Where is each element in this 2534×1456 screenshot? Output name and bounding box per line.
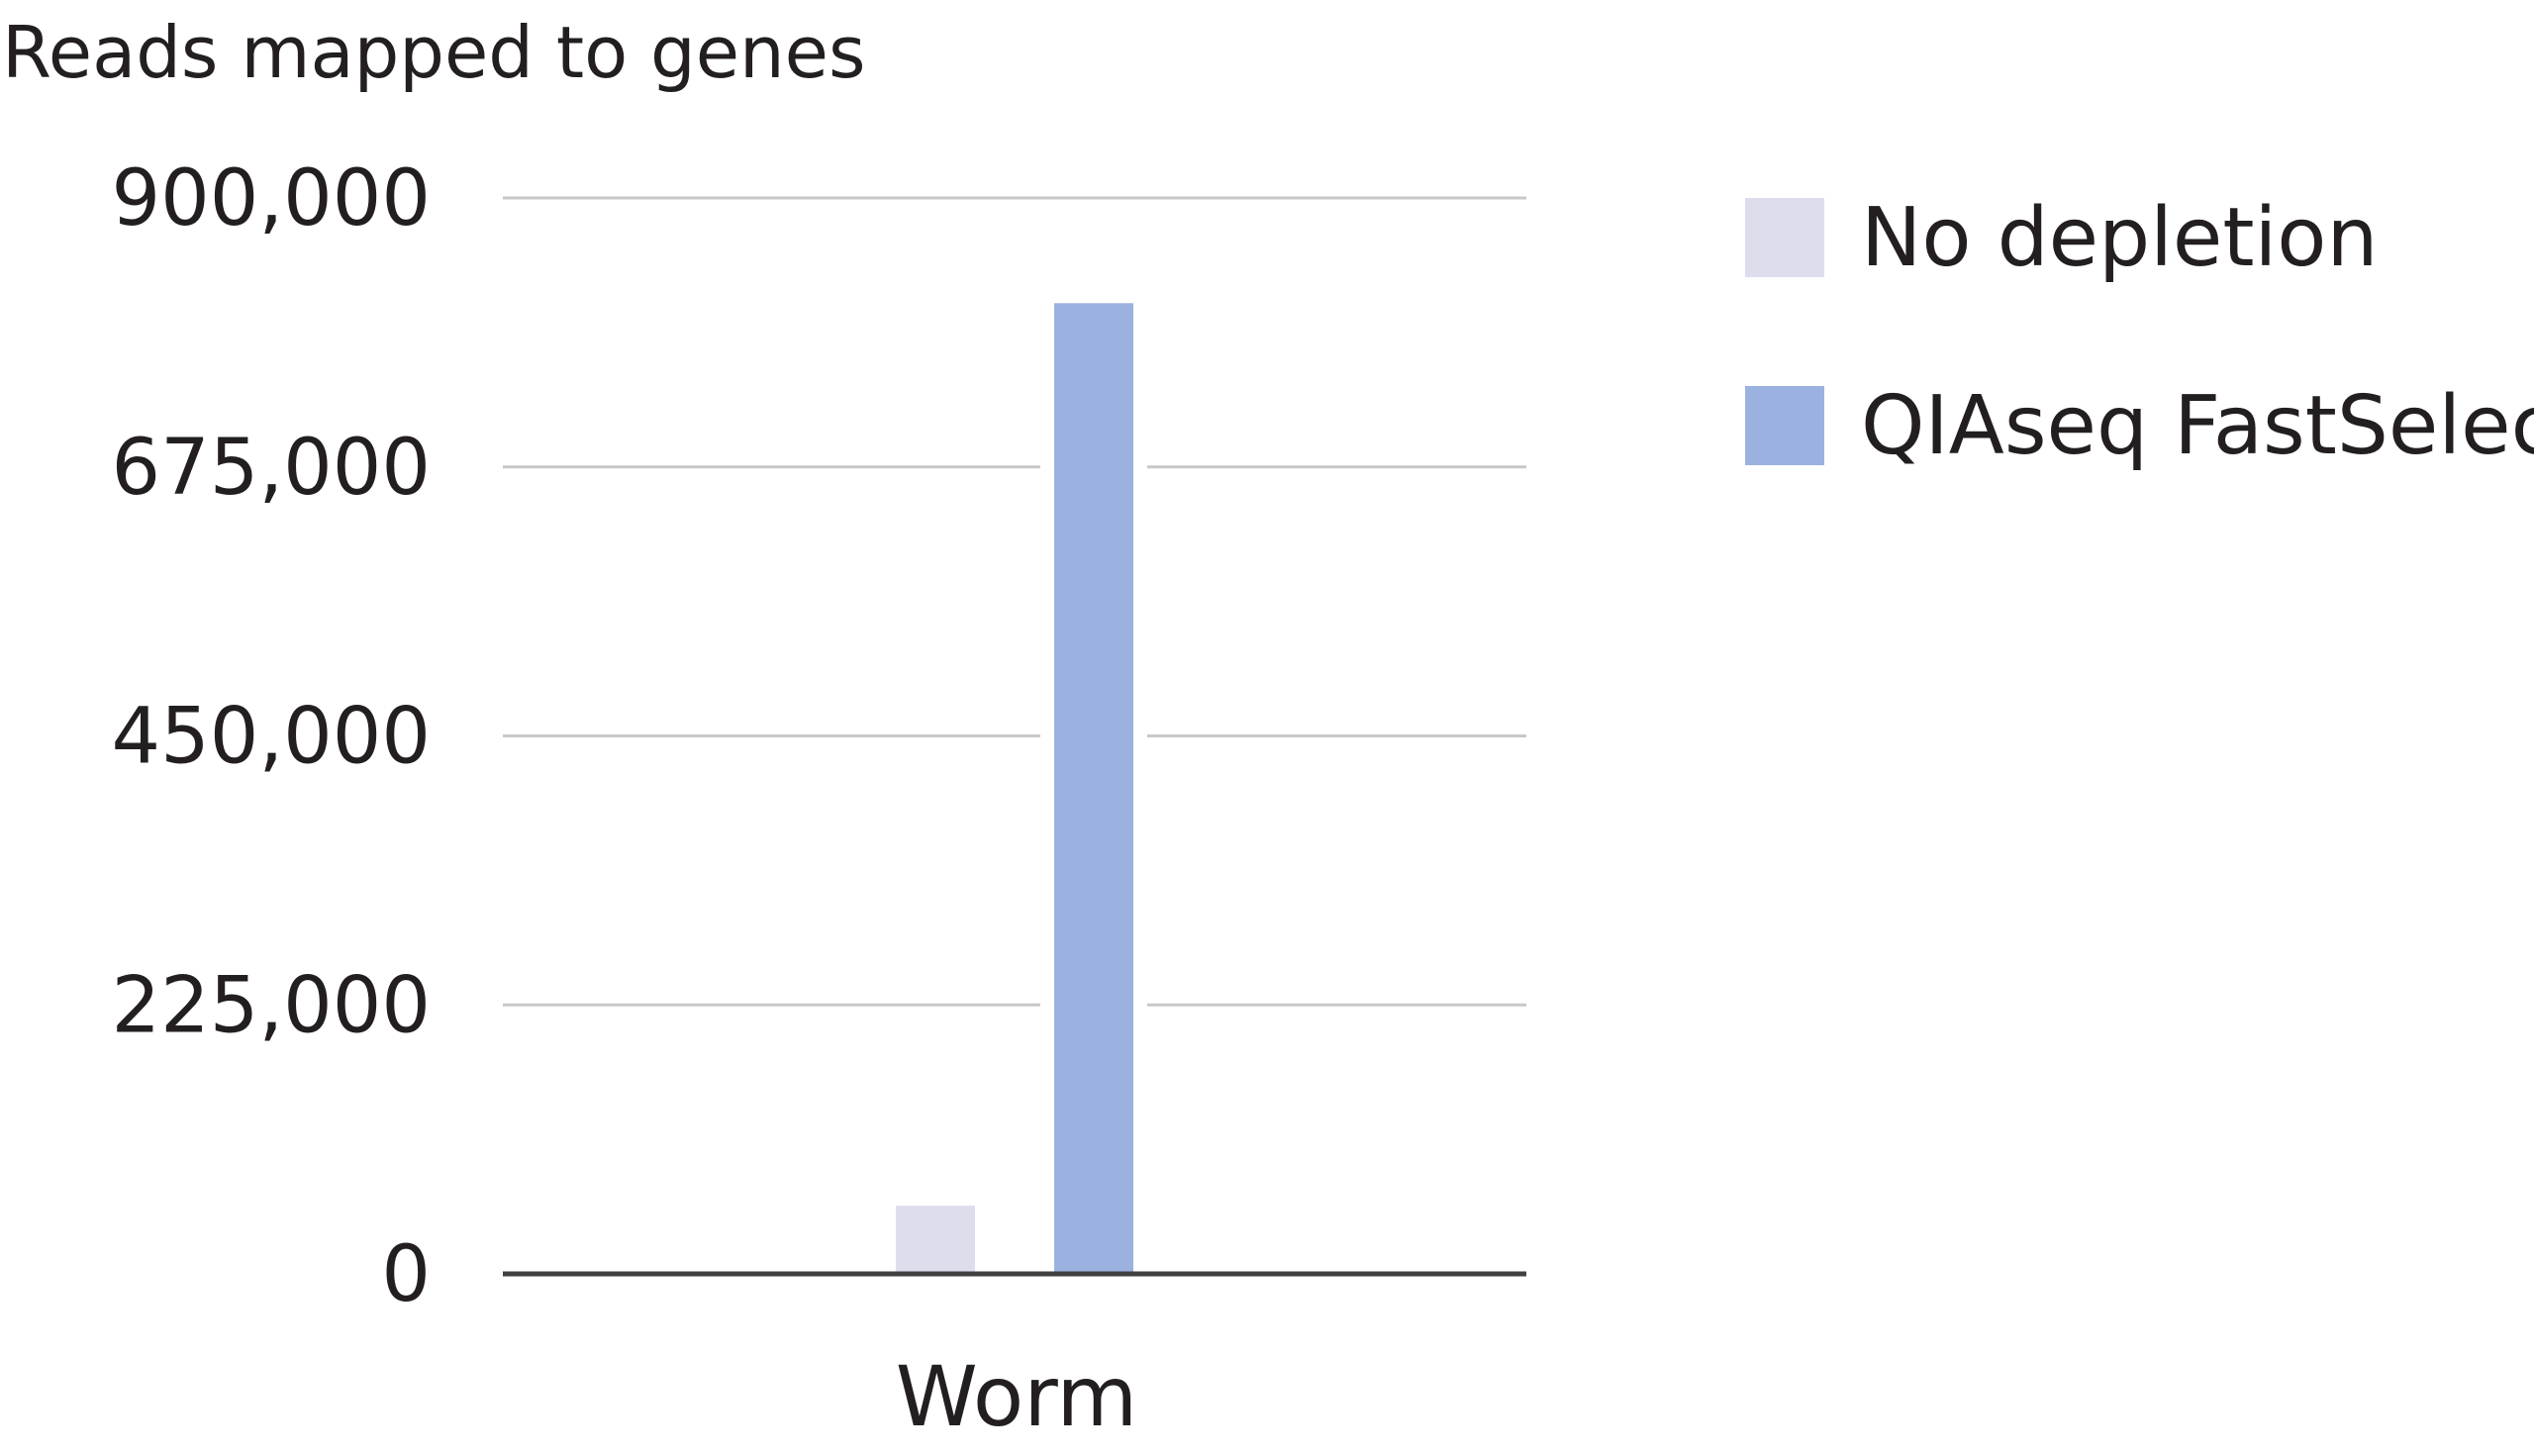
y-tick-label: 0 xyxy=(381,1230,431,1319)
legend-label: QIAseq FastSelect xyxy=(1861,379,2534,473)
legend: No depletion QIAseq FastSelect xyxy=(1745,191,2534,473)
y-tick-label: 900,000 xyxy=(111,154,431,243)
y-tick-labels: 0 225,000 450,000 675,000 900,000 xyxy=(111,154,431,1319)
y-tick-label: 450,000 xyxy=(111,693,431,782)
x-tick-labels: Worm xyxy=(896,1348,1137,1445)
legend-swatch xyxy=(1745,198,1824,277)
legend-swatch xyxy=(1745,386,1824,465)
y-tick-label: 225,000 xyxy=(111,961,431,1050)
x-tick-label: Worm xyxy=(896,1348,1137,1445)
bar-no-depletion xyxy=(896,1206,975,1274)
y-axis-title: Reads mapped to genes xyxy=(2,11,865,94)
gridlines xyxy=(503,196,1526,1007)
bar-qiaseq-fastselect xyxy=(1054,303,1133,1275)
bars xyxy=(882,289,1147,1275)
y-tick-label: 675,000 xyxy=(111,424,431,513)
legend-label: No depletion xyxy=(1861,191,2378,285)
